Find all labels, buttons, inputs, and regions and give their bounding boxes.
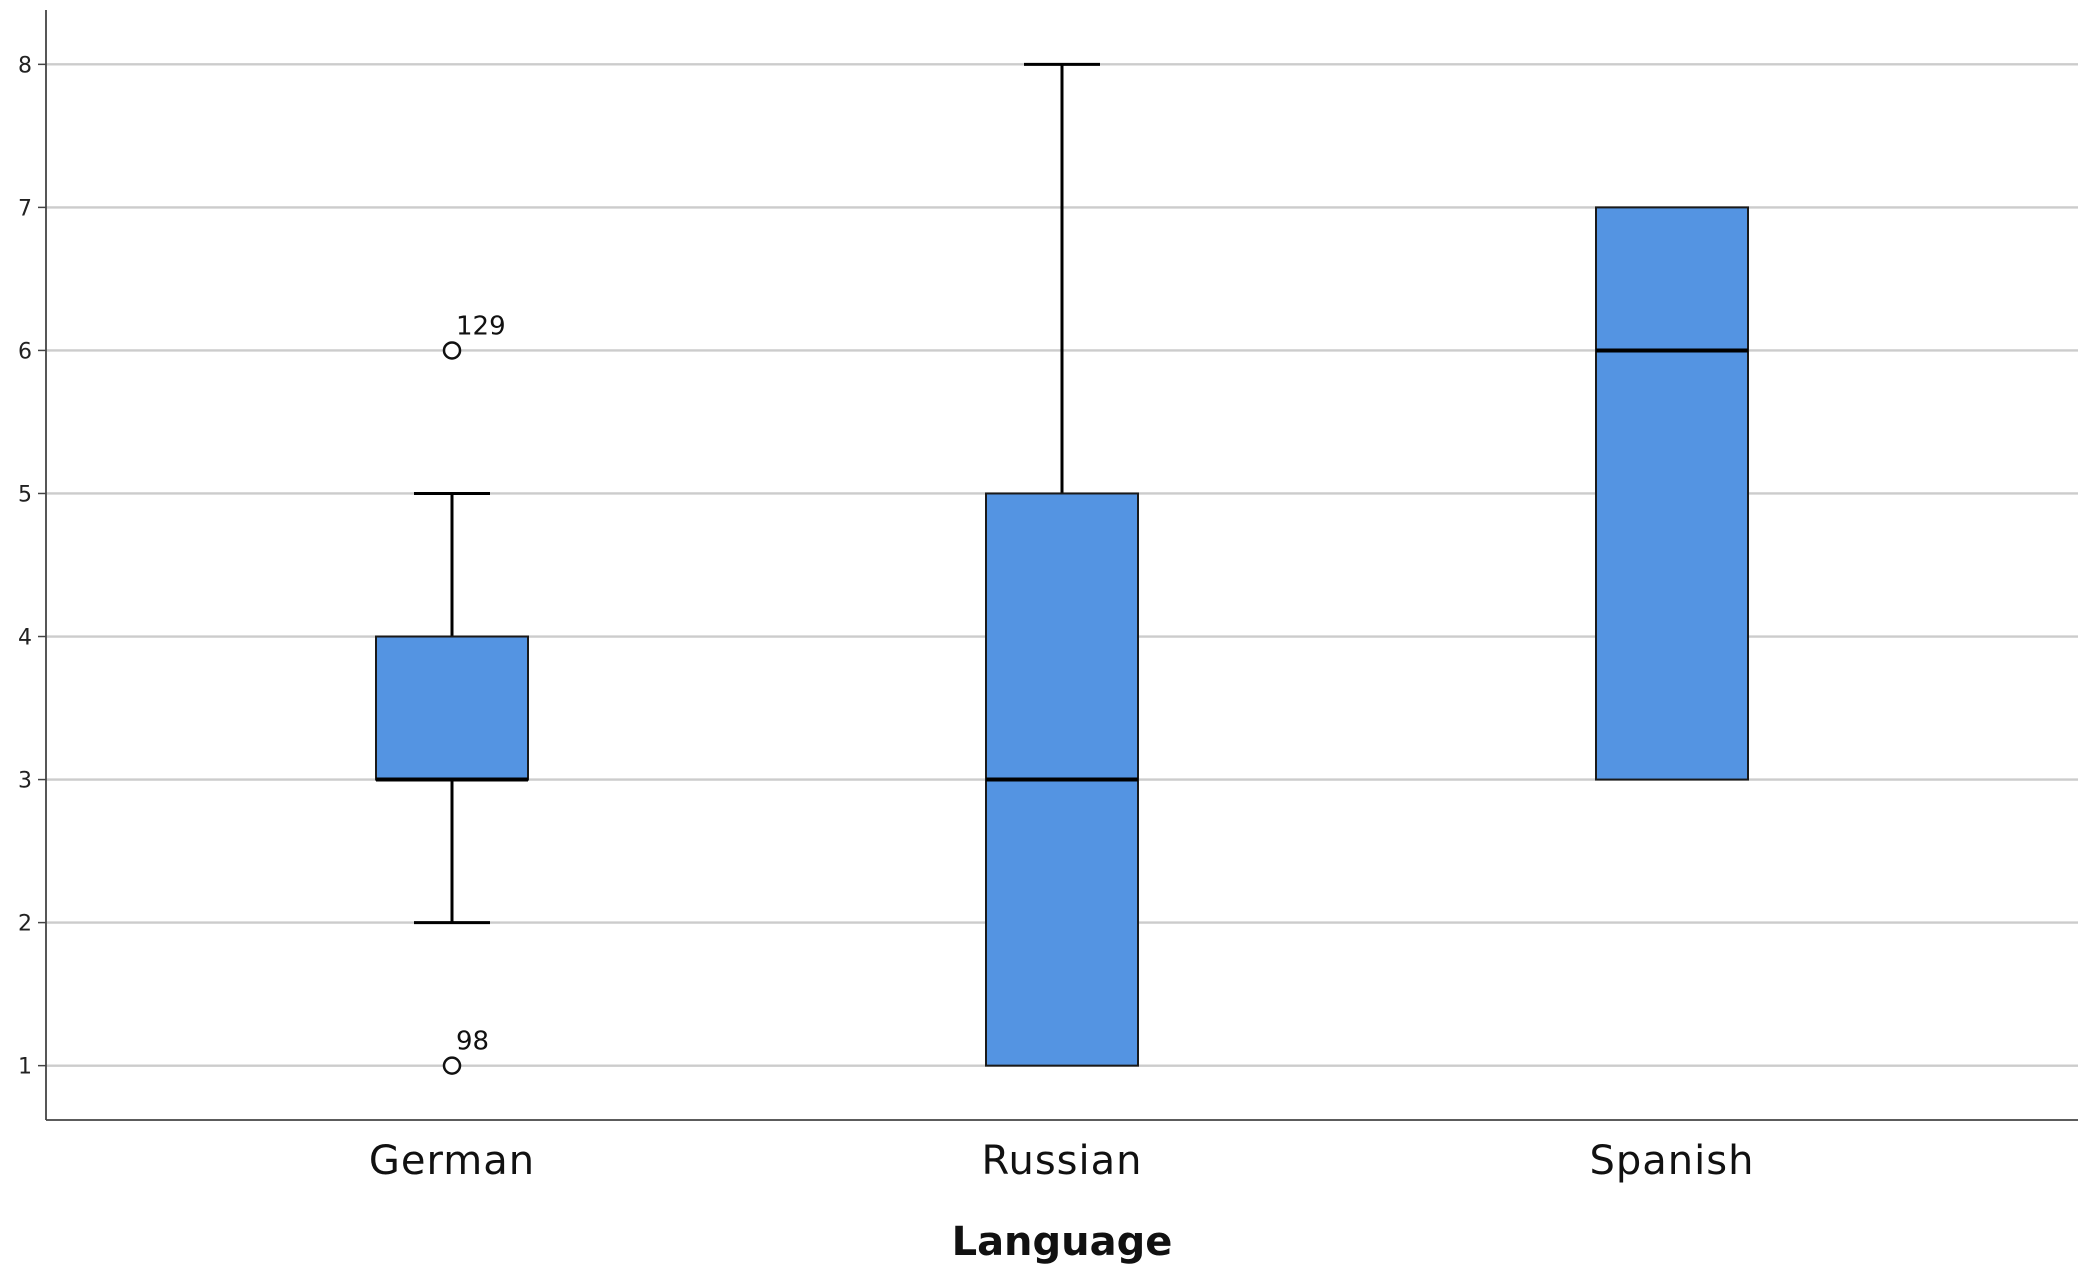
y-tick-label: 8 xyxy=(18,53,32,78)
boxes xyxy=(375,62,1749,1075)
box-group-spanish xyxy=(1595,206,1749,781)
box-spanish xyxy=(1595,206,1749,781)
labels: 1 2 3 4 5 6 7 8 129 98 German Russian Spanish Languag… xyxy=(18,53,1755,1265)
y-tick-label: 4 xyxy=(18,626,32,651)
x-category-label-russian: Russian xyxy=(981,1138,1142,1184)
y-tick-label: 3 xyxy=(18,769,32,794)
y-tick-label: 7 xyxy=(18,196,32,221)
outlier-label: 98 xyxy=(456,1027,489,1057)
y-tick-label: 2 xyxy=(18,912,32,937)
box-group-russian xyxy=(985,62,1139,1067)
outlier-point xyxy=(442,341,462,360)
box-german xyxy=(375,635,529,781)
x-axis-title: Language xyxy=(952,1219,1173,1265)
outlier-label: 129 xyxy=(456,311,506,341)
x-category-label-german: German xyxy=(369,1138,535,1184)
outlier-point xyxy=(442,1056,462,1075)
axes xyxy=(38,10,2078,1121)
y-tick-label: 6 xyxy=(18,339,32,364)
box-group-german xyxy=(375,341,529,1075)
y-tick-label: 1 xyxy=(18,1055,32,1080)
x-category-label-spanish: Spanish xyxy=(1590,1138,1755,1184)
y-tick-label: 5 xyxy=(18,482,32,507)
